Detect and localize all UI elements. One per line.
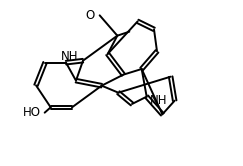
Text: HO: HO (23, 106, 41, 119)
Text: O: O (85, 9, 94, 22)
Text: NH: NH (150, 94, 167, 107)
Text: NH: NH (61, 50, 79, 63)
